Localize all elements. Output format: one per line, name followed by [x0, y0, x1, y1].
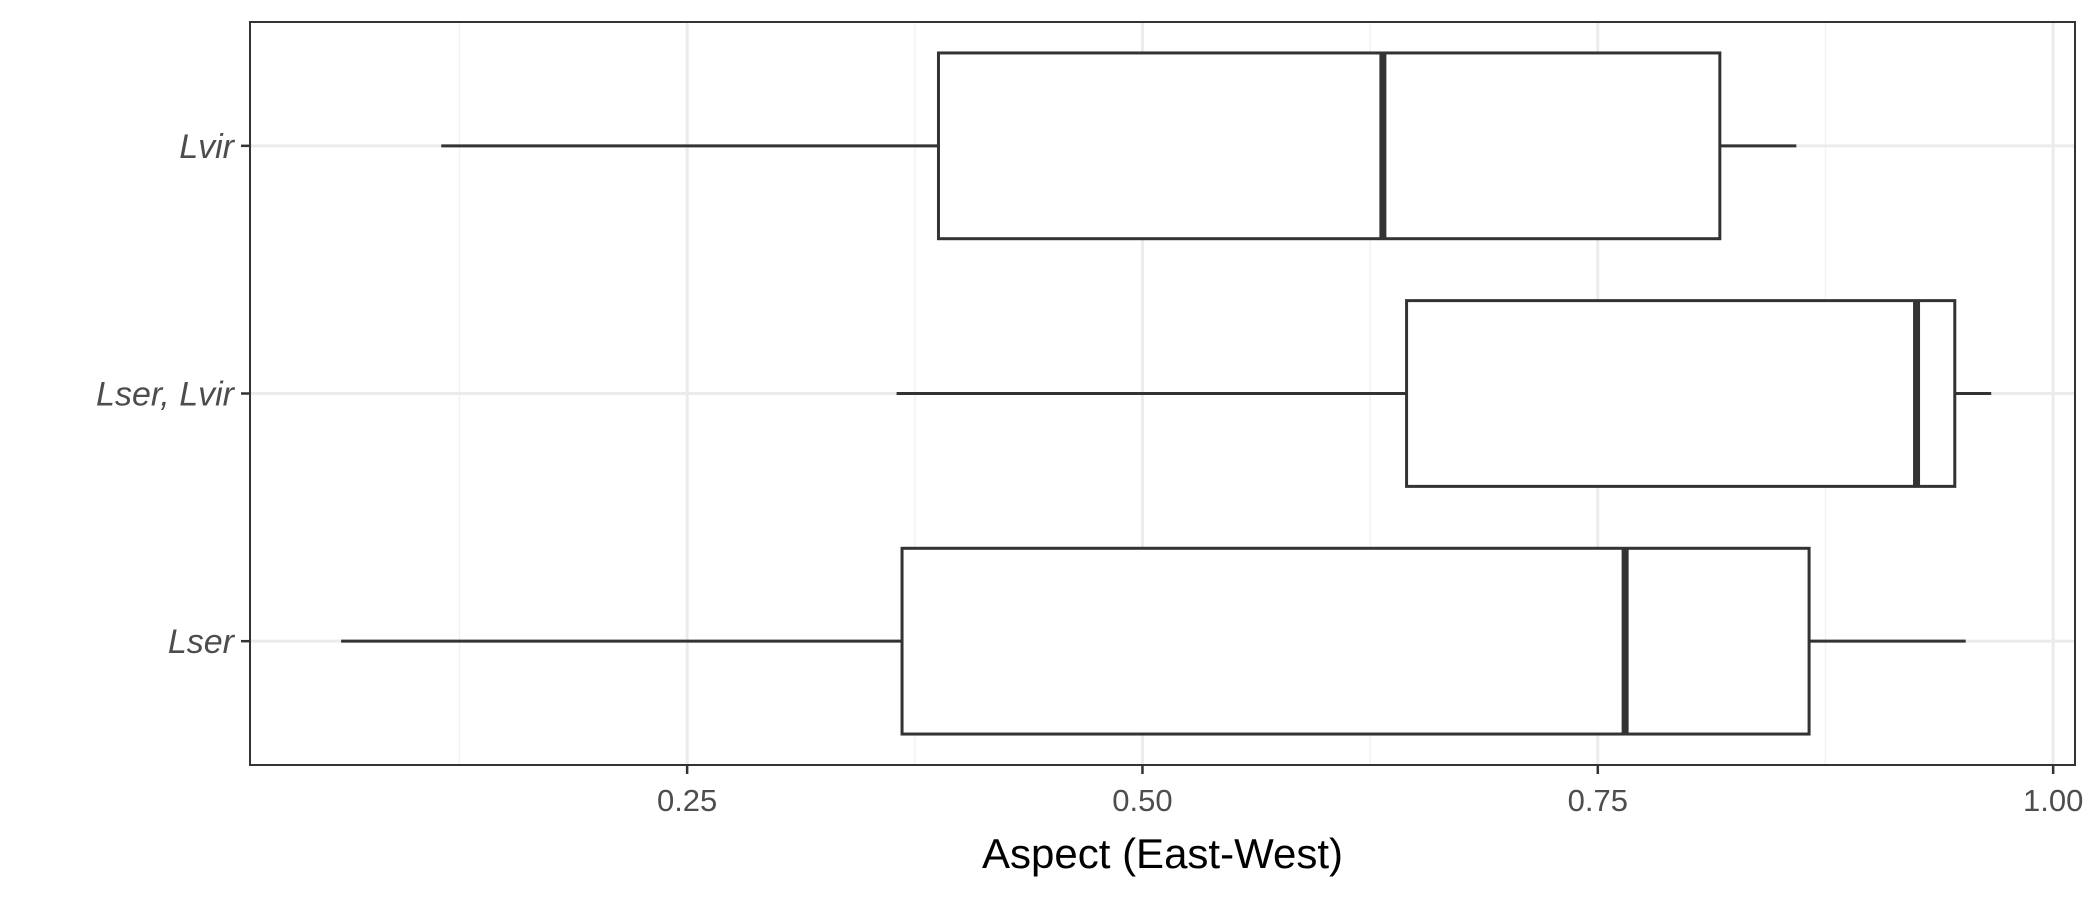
x-axis: 0.25 0.50 0.75 1.00 — [657, 765, 2083, 818]
y-tick-label: Lser, Lvir — [96, 376, 236, 414]
y-tick-label: Lvir — [179, 128, 235, 166]
x-tick-label: 0.75 — [1568, 783, 1628, 818]
x-tick-label: 1.00 — [2023, 783, 2083, 818]
y-tick-label: Lser — [168, 623, 236, 661]
y-axis: Lvir Lser, Lvir Lser — [96, 128, 250, 661]
interquartile-box — [900, 546, 1811, 736]
box-lser-lvir — [896, 299, 1992, 488]
x-tick-label: 0.25 — [657, 783, 717, 818]
box-lser — [341, 546, 1966, 736]
interquartile-box — [1405, 299, 1957, 488]
x-axis-title: Aspect (East-West) — [982, 830, 1343, 877]
interquartile-box — [936, 51, 1722, 241]
boxes — [341, 51, 1992, 736]
x-tick-label: 0.50 — [1112, 783, 1172, 818]
box-lvir — [441, 51, 1797, 241]
